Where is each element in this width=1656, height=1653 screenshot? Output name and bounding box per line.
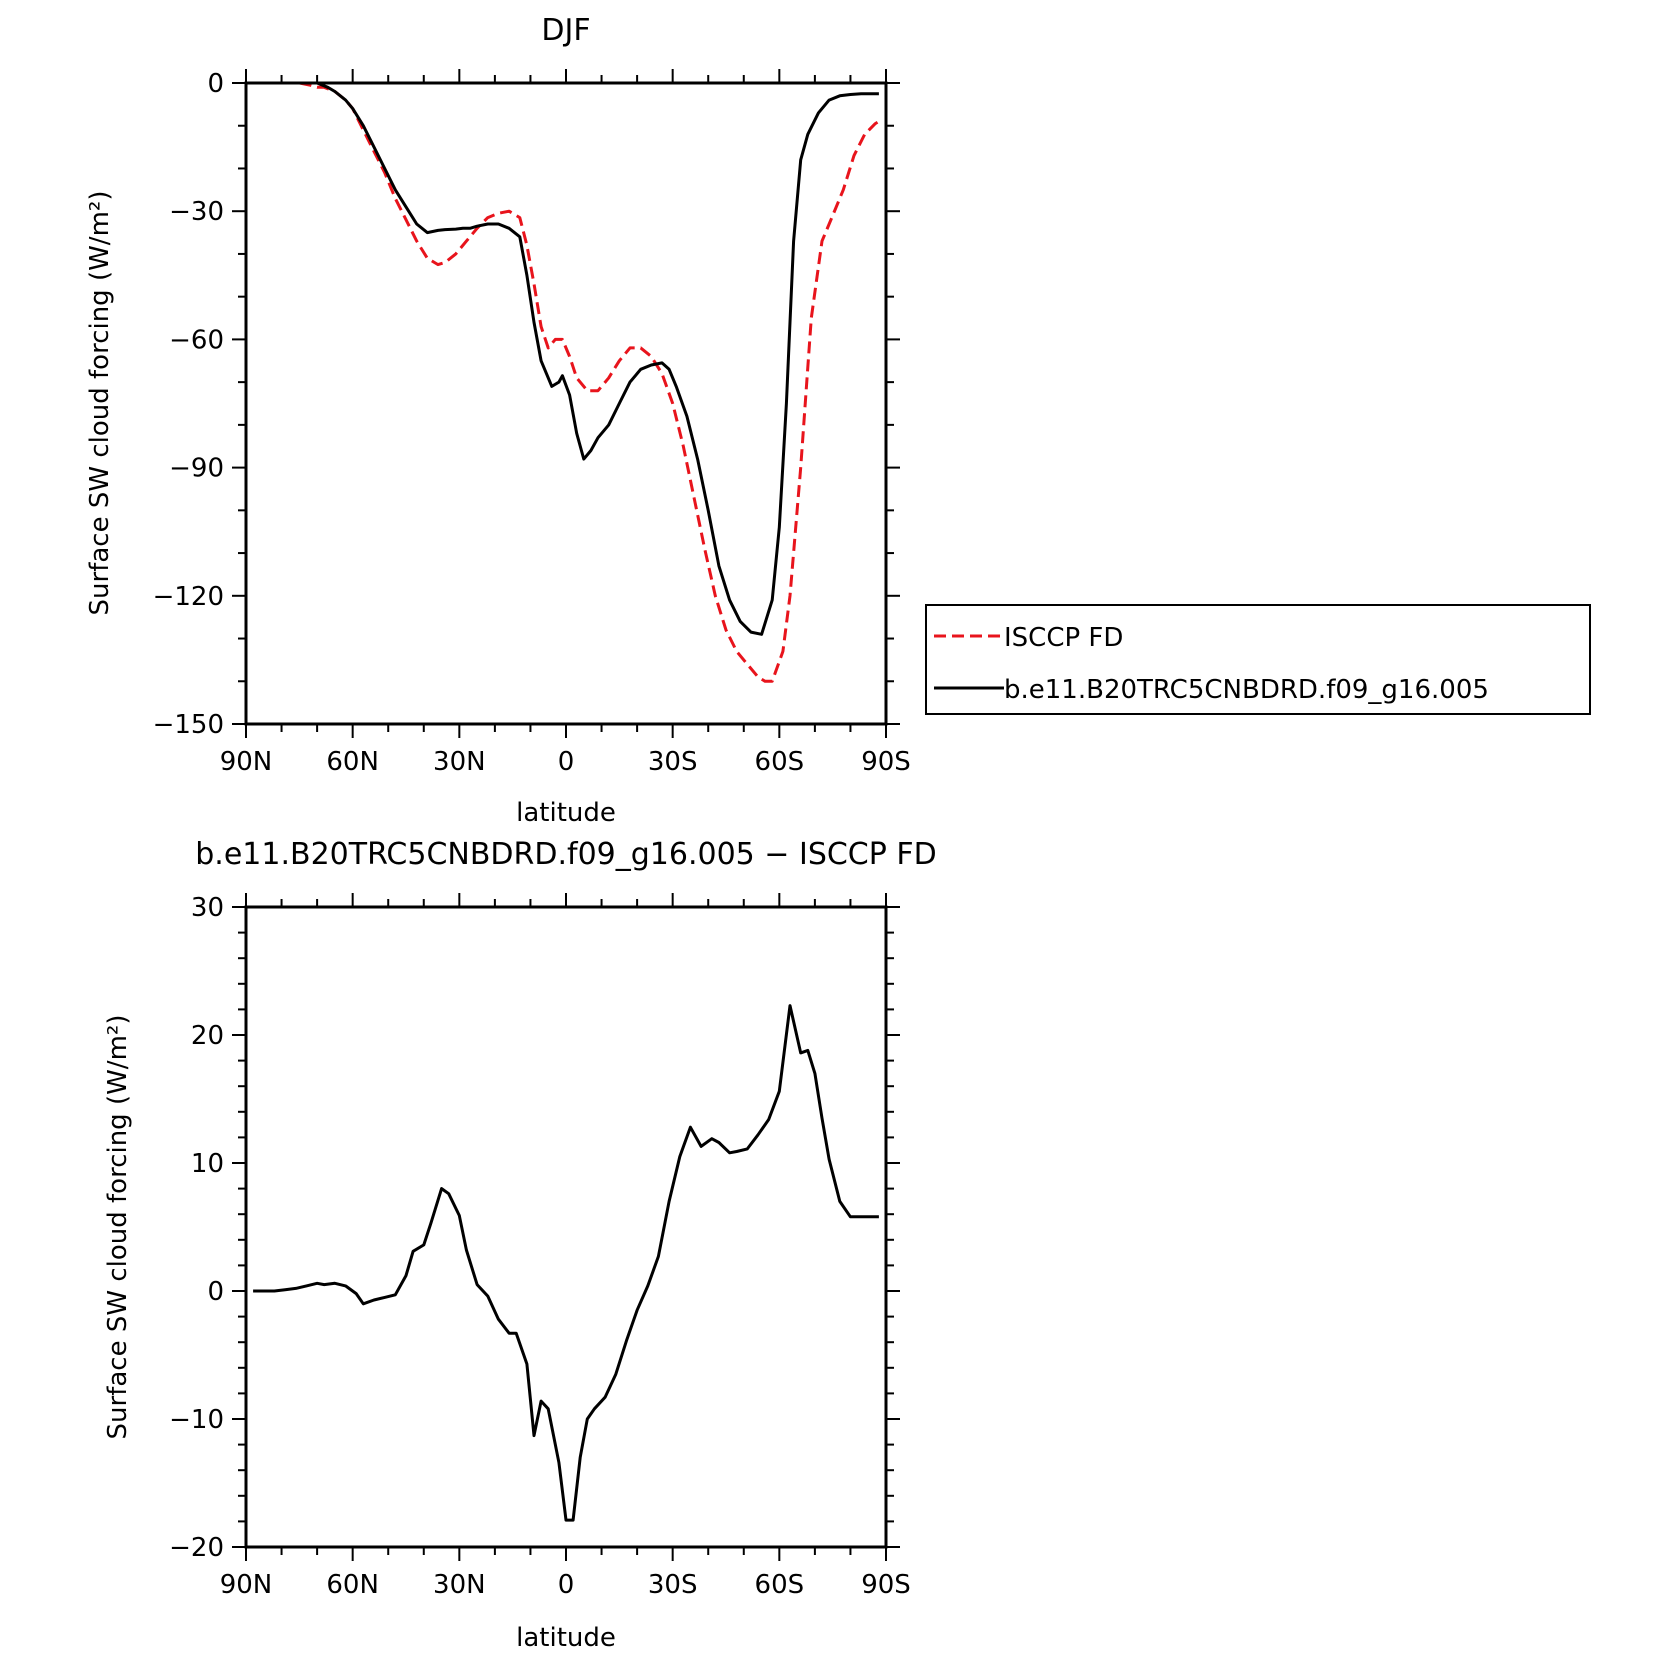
bottom-chart-ytick-label: −20	[169, 1533, 224, 1563]
top-chart-xtick-label: 0	[558, 747, 575, 777]
top-chart-xlabel: latitude	[516, 798, 616, 828]
bottom-chart-xtick-label: 30S	[648, 1570, 698, 1600]
legend-box	[925, 604, 1591, 715]
top-chart: DJF 90N 60N 30N 0 30S 60S 90S 0 −30 −60 −90 −120 −15…	[85, 13, 1591, 828]
bottom-chart-xtick-label: 30N	[433, 1570, 486, 1600]
bottom-chart-ytick-label: −10	[169, 1405, 224, 1435]
bottom-chart-xtick-label: 60S	[755, 1570, 805, 1600]
top-chart-frame	[244, 81, 888, 726]
bottom-chart-ytick-label: 10	[191, 1149, 224, 1179]
top-chart-ytick-label: 0	[207, 69, 224, 99]
bottom-chart-ticks: 90N 60N 30N 0 30S 60S 90S 30 20 10 0 −10 −20	[169, 893, 911, 1600]
top-chart-ytick-label: −60	[169, 325, 224, 355]
legend: ISCCP FD b.e11.B20TRC5CNBDRD.f09_g16.005	[925, 604, 1591, 715]
bottom-chart-title: b.e11.B20TRC5CNBDRD.f09_g16.005 − ISCCP …	[195, 837, 937, 872]
top-chart-ytick-label: −150	[153, 710, 224, 740]
bottom-chart-ylabel: Surface SW cloud forcing (W/m²)	[103, 1015, 133, 1440]
top-chart-xtick-label: 30S	[648, 747, 698, 777]
top-chart-xtick-label: 60S	[755, 747, 805, 777]
top-chart-xtick-label: 30N	[433, 747, 486, 777]
top-chart-xtick-label: 90S	[861, 747, 911, 777]
bottom-chart: b.e11.B20TRC5CNBDRD.f09_g16.005 − ISCCP …	[103, 837, 937, 1653]
top-chart-title: DJF	[541, 13, 590, 48]
top-chart-ylabel: Surface SW cloud forcing (W/m²)	[85, 191, 115, 616]
bottom-chart-series-line-0	[253, 1004, 879, 1522]
bottom-chart-ytick-label: 30	[191, 893, 224, 923]
bottom-chart-ytick-label: 20	[191, 1021, 224, 1051]
top-chart-ticks: 90N 60N 30N 0 30S 60S 90S 0 −30 −60 −90 −120 −150	[153, 69, 911, 777]
bottom-chart-xtick-label: 60N	[326, 1570, 379, 1600]
bottom-chart-series	[253, 1004, 879, 1522]
bottom-chart-xtick-label: 90S	[861, 1570, 911, 1600]
bottom-chart-ytick-label: 0	[207, 1277, 224, 1307]
top-chart-xtick-label: 60N	[326, 747, 379, 777]
top-chart-series-line-0	[281, 81, 884, 683]
top-chart-series	[281, 81, 884, 683]
top-chart-ytick-label: −30	[169, 197, 224, 227]
bottom-chart-xlabel: latitude	[516, 1623, 616, 1653]
bottom-chart-xtick-label: 90N	[220, 1570, 273, 1600]
bottom-chart-xtick-label: 0	[558, 1570, 575, 1600]
top-chart-series-line-1	[281, 81, 879, 636]
top-chart-ytick-label: −120	[153, 582, 224, 612]
top-chart-ytick-label: −90	[169, 454, 224, 484]
top-chart-xtick-label: 90N	[220, 747, 273, 777]
legend-label-isccp: ISCCP FD	[1004, 623, 1123, 653]
bottom-chart-frame	[244, 905, 888, 1549]
legend-label-model: b.e11.B20TRC5CNBDRD.f09_g16.005	[1004, 675, 1489, 705]
